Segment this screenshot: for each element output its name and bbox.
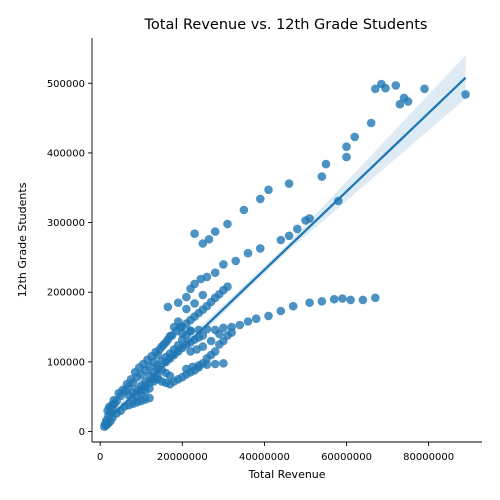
- y-tick-label: 500000: [47, 79, 85, 90]
- y-axis-label: 12th Grade Students: [16, 182, 29, 297]
- data-point: [317, 297, 327, 306]
- chart-title: Total Revenue vs. 12th Grade Students: [144, 17, 428, 33]
- data-point: [202, 272, 212, 282]
- data-point: [371, 293, 380, 303]
- y-tick-label: 100000: [47, 357, 85, 368]
- data-point: [186, 326, 195, 335]
- data-point: [210, 227, 220, 236]
- data-point: [198, 239, 208, 248]
- data-point: [284, 231, 294, 241]
- data-point: [243, 248, 253, 258]
- data-point: [235, 320, 245, 330]
- data-point: [163, 302, 173, 312]
- data-point: [126, 375, 136, 384]
- data-point: [206, 336, 216, 346]
- data-point: [381, 83, 390, 93]
- data-point: [173, 298, 183, 308]
- data-point: [255, 194, 265, 204]
- y-tick-label: 400000: [47, 148, 85, 159]
- data-point: [215, 329, 224, 339]
- data-point: [321, 159, 331, 169]
- data-point: [358, 295, 368, 305]
- data-point: [145, 393, 154, 403]
- data-point: [305, 298, 314, 308]
- data-point: [284, 179, 294, 188]
- data-point: [420, 84, 429, 94]
- x-tick-label: 0: [97, 452, 103, 463]
- data-point: [403, 97, 413, 106]
- data-point: [288, 301, 298, 311]
- data-point: [182, 292, 191, 302]
- data-point: [264, 311, 273, 321]
- data-point: [219, 323, 228, 333]
- data-point: [109, 395, 119, 405]
- data-point: [210, 347, 220, 356]
- data-point: [317, 172, 327, 181]
- data-point: [210, 268, 220, 278]
- data-point: [190, 229, 199, 238]
- data-point: [293, 224, 302, 234]
- data-point: [223, 219, 232, 229]
- data-point: [276, 235, 286, 245]
- data-point: [210, 359, 220, 369]
- data-point: [395, 99, 405, 109]
- data-point: [190, 279, 199, 289]
- x-tick-label: 40000000: [239, 452, 290, 463]
- data-point: [350, 132, 360, 142]
- data-point: [276, 306, 286, 316]
- data-point: [198, 290, 208, 300]
- data-point: [342, 142, 351, 151]
- data-point: [182, 304, 191, 314]
- data-point: [198, 342, 208, 351]
- data-point: [255, 244, 265, 253]
- data-point: [190, 299, 199, 308]
- data-point: [219, 359, 228, 368]
- data-point: [391, 81, 401, 90]
- y-tick-label: 200000: [47, 288, 85, 299]
- regression-line: [103, 76, 467, 425]
- data-point: [204, 235, 214, 244]
- data-point: [366, 118, 376, 128]
- y-tick-label: 0: [79, 427, 85, 438]
- data-point: [371, 84, 380, 94]
- data-point: [231, 256, 240, 266]
- x-tick-label: 80000000: [403, 452, 454, 463]
- data-point: [227, 328, 236, 337]
- data-point: [239, 205, 249, 215]
- axes: 0 20000000 40000000 60000000 80000000 0 100000…: [47, 79, 454, 463]
- data-point: [243, 317, 253, 326]
- x-tick-label: 60000000: [321, 452, 372, 463]
- data-point: [329, 294, 339, 304]
- data-point: [264, 185, 273, 195]
- data-point: [251, 314, 261, 324]
- data-point: [346, 295, 355, 305]
- y-tick-label: 300000: [47, 218, 85, 229]
- data-point: [223, 282, 232, 292]
- data-point: [301, 216, 310, 225]
- plot-area: [100, 55, 470, 432]
- data-point: [141, 377, 150, 386]
- data-point: [461, 90, 470, 99]
- data-point: [145, 384, 154, 393]
- x-axis-label: Total Revenue: [247, 468, 325, 481]
- data-point: [219, 260, 228, 269]
- data-point: [338, 294, 347, 303]
- x-tick-label: 20000000: [157, 452, 208, 463]
- data-point: [342, 152, 351, 162]
- data-point: [334, 196, 343, 206]
- data-point: [198, 331, 208, 340]
